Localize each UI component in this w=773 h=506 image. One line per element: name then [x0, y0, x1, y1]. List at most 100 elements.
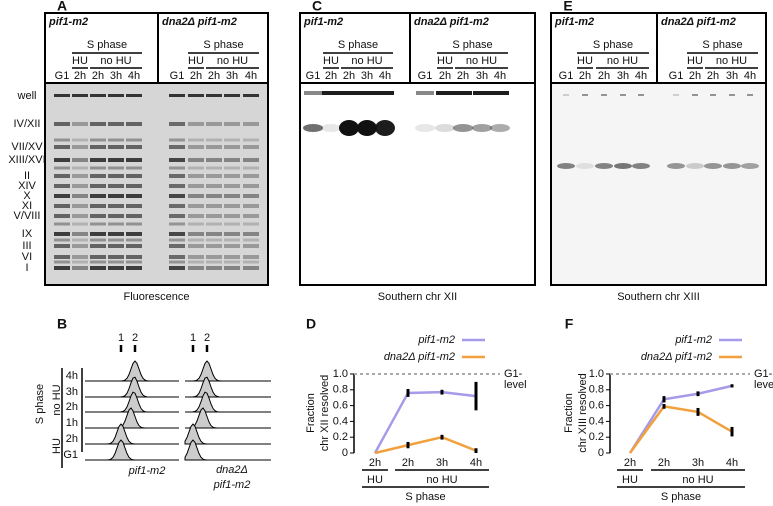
- histogram: [85, 407, 179, 429]
- band: [72, 238, 88, 242]
- peak-label: 2: [204, 332, 210, 344]
- band: [243, 166, 259, 170]
- band: [126, 194, 142, 198]
- band: [72, 145, 88, 149]
- band: [224, 238, 240, 242]
- band: [453, 124, 473, 132]
- band: [206, 122, 222, 126]
- y-tick-label: 0.6: [589, 400, 604, 412]
- band: [206, 222, 222, 226]
- band: [188, 194, 204, 198]
- band: [108, 214, 124, 218]
- reference-label: level: [754, 379, 773, 391]
- band: [340, 91, 358, 95]
- band: [206, 138, 222, 142]
- band: [90, 238, 106, 242]
- band: [188, 260, 204, 264]
- band: [54, 138, 70, 142]
- band: [435, 124, 455, 132]
- lane-label: 2h: [439, 70, 451, 82]
- band: [108, 244, 124, 248]
- band: [472, 124, 492, 132]
- band: [563, 94, 569, 96]
- band: [126, 266, 142, 270]
- lane-label: 3h: [617, 70, 629, 82]
- band: [224, 194, 240, 198]
- y-tick-label: 0: [342, 447, 348, 459]
- series-line: [628, 405, 733, 454]
- band: [90, 266, 106, 270]
- lane-label: 3h: [361, 70, 373, 82]
- phase-label: S phase: [593, 39, 633, 51]
- row-label: 2h: [66, 433, 78, 445]
- gel-image: [299, 82, 536, 286]
- band: [169, 214, 185, 218]
- sample-label: dna2Δ: [216, 464, 248, 476]
- band: [632, 163, 650, 169]
- band: [710, 94, 716, 96]
- panel-letter: C: [312, 0, 322, 14]
- band: [90, 232, 106, 236]
- panel-letter: D: [306, 316, 316, 332]
- histogram: [185, 407, 271, 429]
- band: [54, 204, 70, 208]
- y-tick-label: 0.8: [333, 384, 348, 396]
- band: [188, 255, 204, 259]
- band: [90, 166, 106, 170]
- lane-label: 2h: [190, 70, 202, 82]
- band: [126, 158, 142, 162]
- band: [243, 232, 259, 236]
- band: [243, 184, 259, 188]
- y-tick-label: 0.6: [333, 400, 348, 412]
- band: [169, 174, 185, 178]
- legend-label: dna2Δ pif1-m2: [641, 351, 712, 363]
- sample-label: pif1-m2: [213, 479, 251, 491]
- band: [188, 184, 204, 188]
- band: [72, 232, 88, 236]
- condition-label: no HU: [682, 474, 713, 486]
- band: [169, 255, 185, 259]
- phase-label: S phase: [203, 39, 243, 51]
- band: [206, 214, 222, 218]
- histogram: [184, 439, 271, 461]
- y-tick-label: 0.4: [333, 415, 348, 427]
- band: [188, 204, 204, 208]
- header-box: [157, 12, 269, 84]
- panel-letter: E: [563, 0, 572, 14]
- band: [188, 232, 204, 236]
- band: [358, 91, 376, 95]
- lane-label: 2h: [343, 70, 355, 82]
- band: [90, 145, 106, 149]
- legend-label: dna2Δ pif1-m2: [384, 351, 455, 363]
- band: [304, 91, 322, 95]
- band-label: X: [23, 190, 31, 202]
- band: [576, 163, 594, 169]
- x-tick-label: 2h: [624, 457, 636, 469]
- band: [54, 260, 70, 264]
- legend-label: pif1-m2: [674, 334, 712, 346]
- gel-caption: Southern chr XII: [378, 291, 458, 303]
- lane-label: 2h: [325, 70, 337, 82]
- band: [169, 158, 185, 162]
- band: [108, 158, 124, 162]
- condition-label: HU: [367, 474, 383, 486]
- band: [206, 244, 222, 248]
- band: [108, 194, 124, 198]
- band: [72, 244, 88, 248]
- band: [243, 266, 259, 270]
- band: [243, 158, 259, 162]
- y-tick-label: 1.0: [333, 368, 348, 380]
- band: [54, 194, 70, 198]
- series-line: [373, 390, 477, 454]
- band: [108, 232, 124, 236]
- band: [303, 124, 323, 132]
- lane-label: 4h: [379, 70, 391, 82]
- band: [108, 184, 124, 188]
- band: [704, 163, 722, 169]
- band: [206, 266, 222, 270]
- histogram: [185, 360, 271, 382]
- band-label: III: [22, 240, 31, 252]
- legend-label: pif1-m2: [417, 334, 455, 346]
- panel-letter: F: [565, 316, 574, 332]
- peak-label: 1: [190, 332, 196, 344]
